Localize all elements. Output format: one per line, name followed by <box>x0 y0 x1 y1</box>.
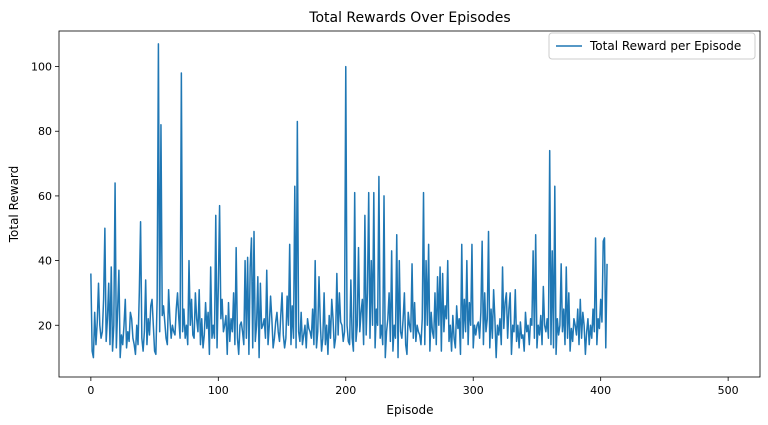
y-tick-label: 20 <box>38 319 52 332</box>
legend: Total Reward per Episode <box>548 32 756 60</box>
y-tick-label: 80 <box>38 125 52 138</box>
series-line <box>90 43 608 359</box>
x-axis-label: Episode <box>386 403 433 417</box>
y-axis-ticks: 20 40 60 80 100 <box>31 61 59 332</box>
y-tick-label: 60 <box>38 190 52 203</box>
x-tick-label: 200 <box>335 384 356 397</box>
x-tick-label: 300 <box>463 384 484 397</box>
plot-area <box>58 30 761 378</box>
chart-title: Total Rewards Over Episodes <box>308 10 510 26</box>
x-tick-label: 400 <box>590 384 611 397</box>
x-tick-label: 0 <box>87 384 94 397</box>
legend-entry-label: Total Reward per Episode <box>589 39 741 53</box>
y-tick-label: 100 <box>31 61 52 74</box>
y-axis-label: Total Reward <box>7 166 21 244</box>
x-tick-label: 100 <box>208 384 229 397</box>
plot-frame <box>58 30 761 378</box>
x-axis-ticks: 0 100 200 300 400 500 <box>87 377 739 397</box>
y-tick-label: 40 <box>38 255 52 268</box>
legend-box <box>548 32 756 60</box>
x-tick-label: 500 <box>718 384 739 397</box>
